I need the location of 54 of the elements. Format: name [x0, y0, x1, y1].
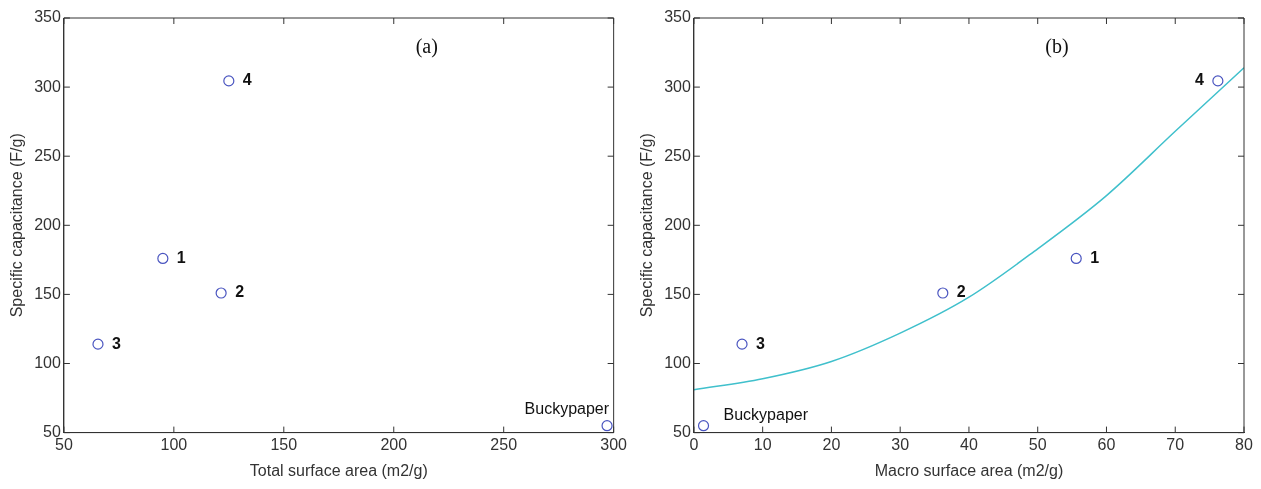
annotation: 3: [111, 334, 121, 352]
y-tick-label: 350: [664, 8, 691, 26]
annotation: (b): [1045, 35, 1069, 59]
y-axis-title: Specific capacitance (F/g): [638, 133, 656, 318]
y-tick-label: 100: [34, 353, 61, 371]
x-tick-label: 70: [1166, 435, 1185, 453]
annotation: 1: [176, 248, 186, 266]
x-tick-label: 80: [1235, 435, 1253, 453]
x-tick-label: 20: [822, 435, 841, 453]
annotation: 3: [756, 334, 766, 352]
x-axis-title: Total surface area (m2/g): [249, 461, 428, 479]
y-tick-label: 200: [34, 215, 61, 233]
y-tick-label: 150: [34, 284, 61, 302]
x-axis-title: Macro surface area (m2/g): [874, 461, 1064, 479]
annotation: 2: [235, 283, 245, 301]
y-tick-label: 150: [664, 284, 691, 302]
annotation: (a): [415, 35, 438, 59]
x-tick-label: 60: [1097, 435, 1116, 453]
line-series: [693, 67, 1244, 391]
point: [601, 420, 613, 432]
point: [215, 287, 227, 299]
y-axis-title: Specific capacitance (F/g): [8, 133, 26, 318]
y-tick-label: 350: [34, 8, 61, 26]
point: [1212, 75, 1224, 87]
annotation: 4: [242, 71, 252, 89]
point: [697, 420, 710, 432]
annotation: Buckypaper: [723, 406, 809, 424]
x-tick-label: 150: [270, 435, 298, 453]
y-tick-label: 300: [34, 77, 61, 95]
y-tick-label: 100: [664, 353, 691, 371]
annotation: Buckypaper: [524, 400, 610, 418]
annotation: 4: [1194, 71, 1204, 89]
y-tick-label: 50: [673, 423, 691, 441]
annotation: 1: [1090, 248, 1100, 266]
point: [736, 338, 748, 350]
point: [92, 338, 104, 350]
x-tick-label: 250: [490, 435, 518, 453]
x-tick-label: 30: [891, 435, 910, 453]
y-tick-label: 250: [34, 146, 61, 164]
y-tick-label: 300: [664, 77, 691, 95]
x-tick-label: 10: [753, 435, 772, 453]
point: [1070, 252, 1082, 265]
point: [937, 287, 949, 299]
point: [223, 75, 235, 87]
x-tick-label: 0: [689, 435, 699, 453]
y-tick-label: 250: [664, 146, 691, 164]
x-tick-label: 50: [1028, 435, 1047, 453]
x-tick-label: 200: [380, 435, 408, 453]
annotation: 2: [956, 283, 966, 301]
x-tick-label: 300: [600, 435, 628, 453]
point: [157, 252, 169, 265]
y-tick-label: 200: [664, 215, 691, 233]
x-tick-label: 40: [960, 435, 978, 453]
x-tick-label: 100: [160, 435, 188, 453]
